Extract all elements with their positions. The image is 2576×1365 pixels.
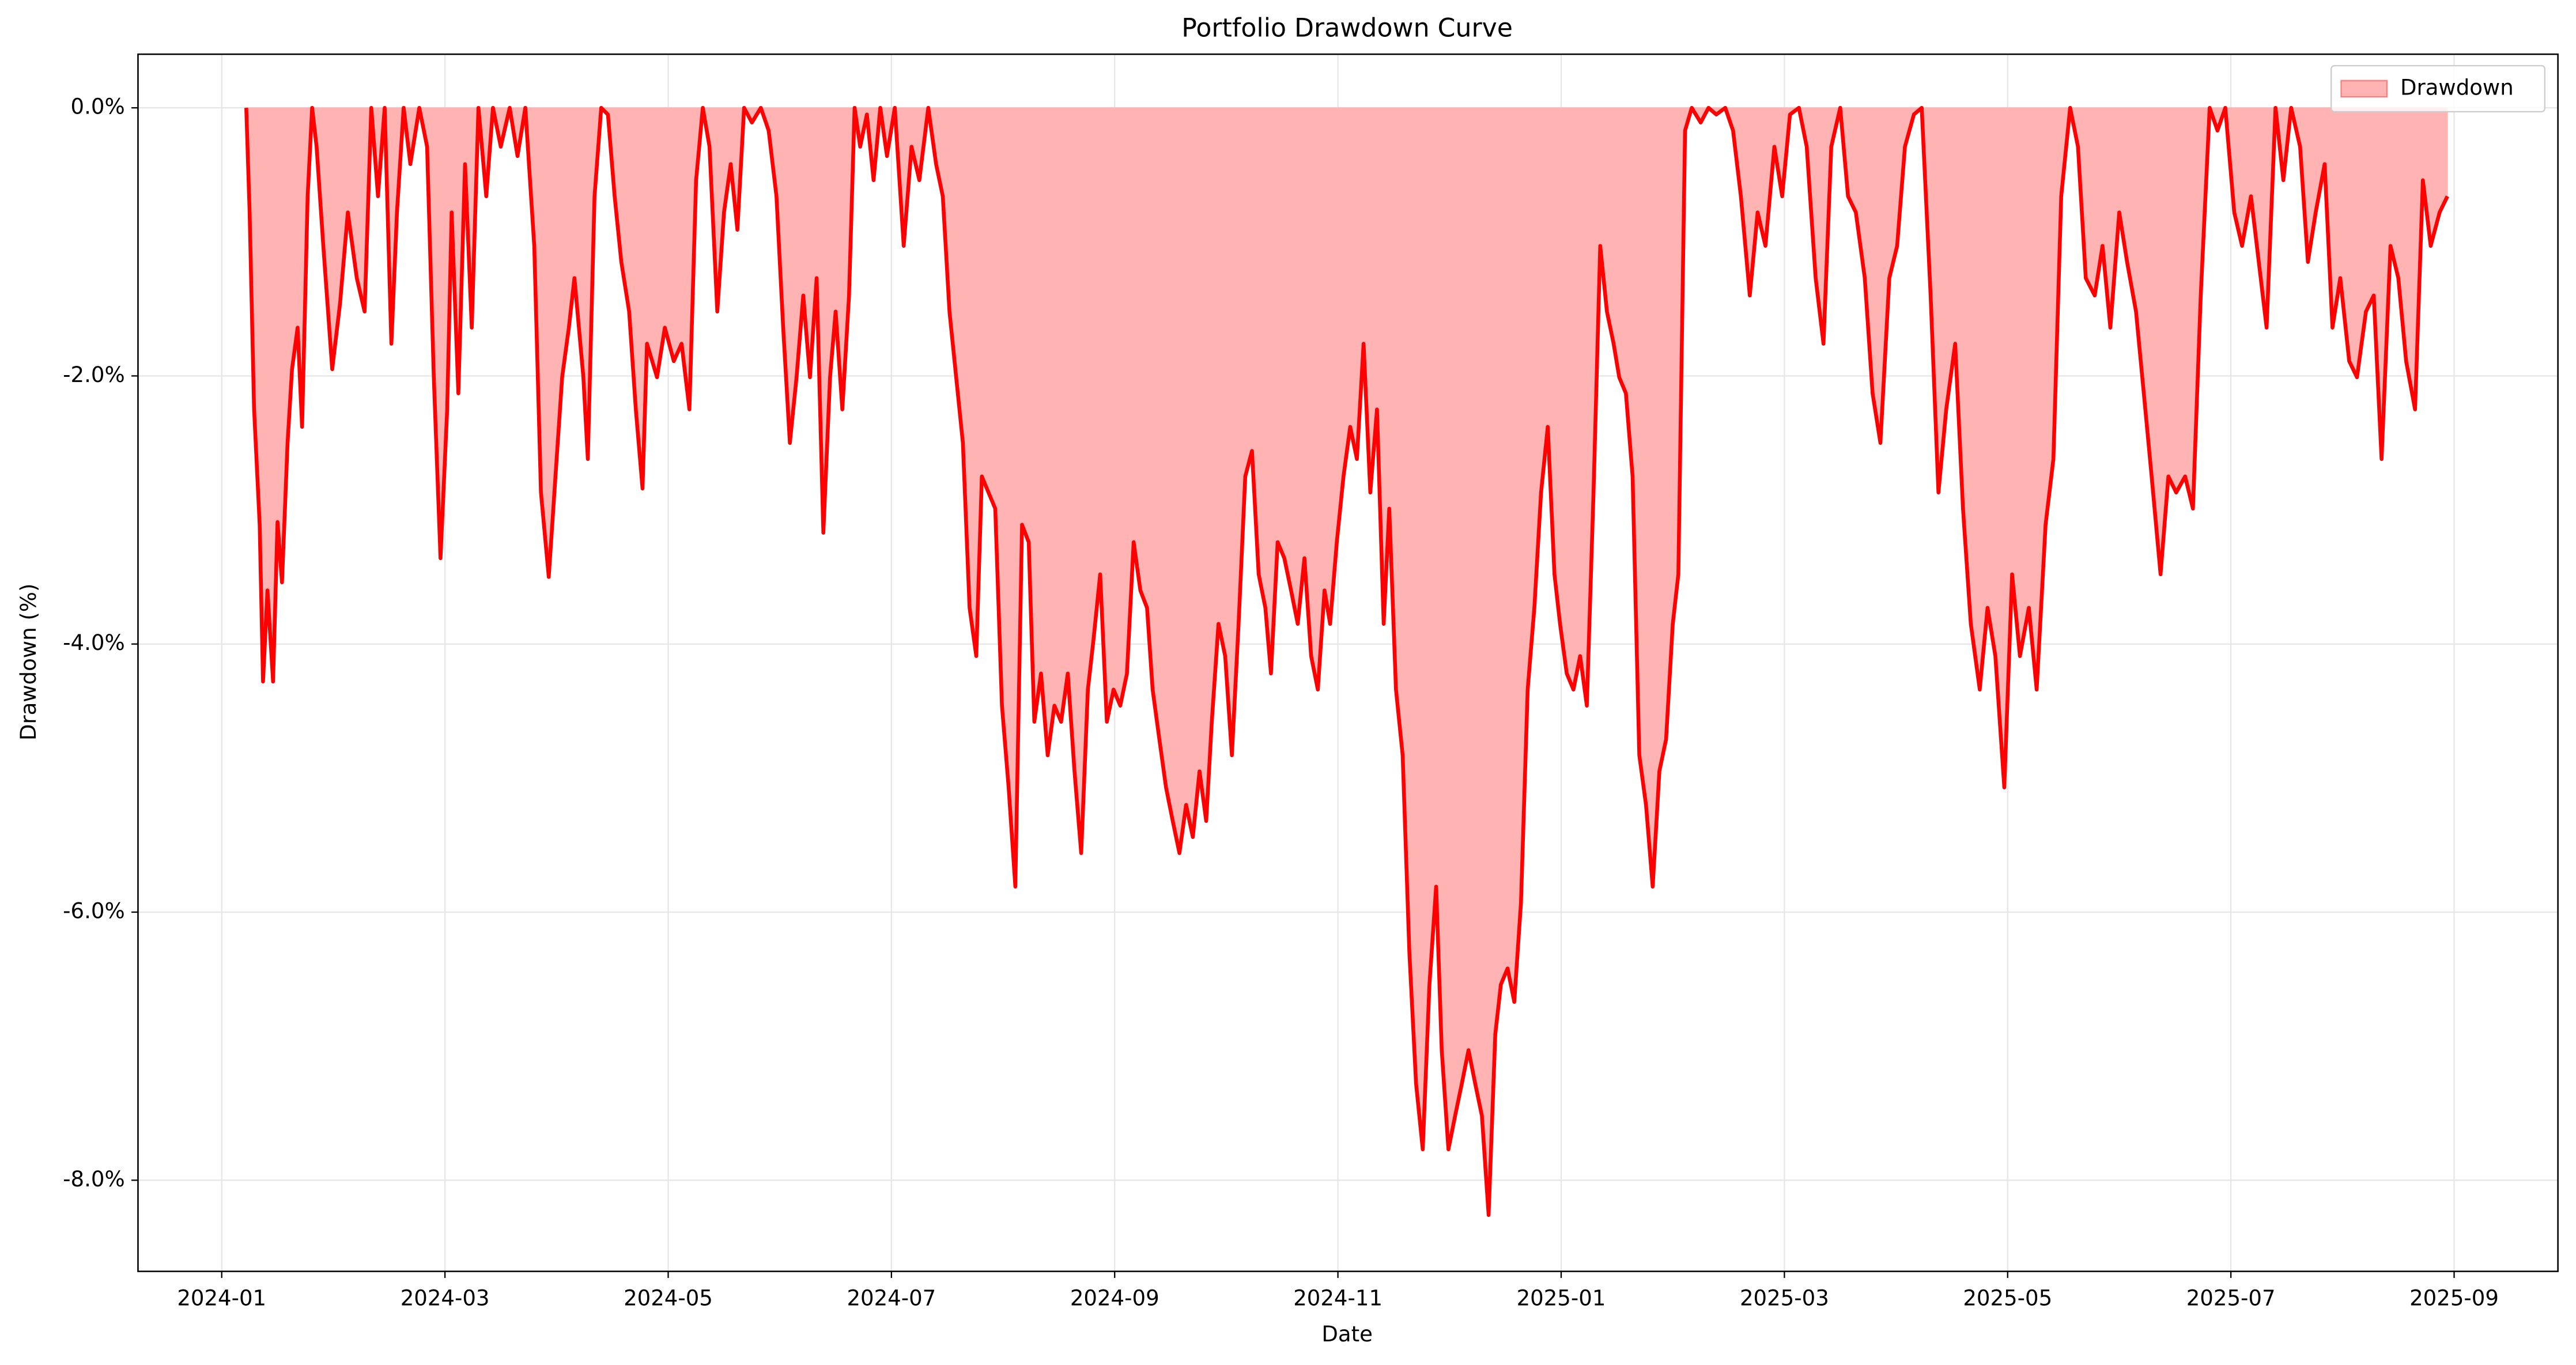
x-tick-label: 2024-03: [401, 1285, 490, 1310]
y-tick-label: -6.0%: [63, 899, 125, 924]
x-tick-label: 2024-05: [624, 1285, 713, 1310]
x-axis-label: Date: [1321, 1322, 1373, 1347]
x-tick-label: 2024-07: [847, 1285, 936, 1310]
y-tick-label: 0.0%: [71, 94, 125, 119]
drawdown-line: [244, 105, 2449, 1217]
x-tick-label: 2025-03: [1740, 1285, 1829, 1310]
x-tick-label: 2025-05: [1963, 1285, 2052, 1310]
x-tick-label: 2024-09: [1070, 1285, 1159, 1310]
x-tick-label: 2025-01: [1517, 1285, 1606, 1310]
legend-box: [2331, 65, 2545, 112]
legend-label: Drawdown: [2400, 75, 2514, 100]
legend-swatch: [2340, 80, 2388, 98]
x-tick-label: 2024-01: [177, 1285, 266, 1310]
axes-frame: [137, 53, 2559, 1272]
x-tick-label: 2025-07: [2186, 1285, 2276, 1310]
y-tick-label: -8.0%: [63, 1167, 125, 1192]
x-tick-label: 2024-11: [1293, 1285, 1383, 1310]
y-tick-label: -4.0%: [63, 630, 125, 655]
x-tick-label: 2025-09: [2409, 1285, 2499, 1310]
legend: Drawdown: [2331, 65, 2545, 112]
y-axis-label: Drawdown (%): [16, 584, 41, 741]
y-tick-label: -2.0%: [63, 362, 125, 387]
chart-title: Portfolio Drawdown Curve: [1181, 13, 1513, 43]
